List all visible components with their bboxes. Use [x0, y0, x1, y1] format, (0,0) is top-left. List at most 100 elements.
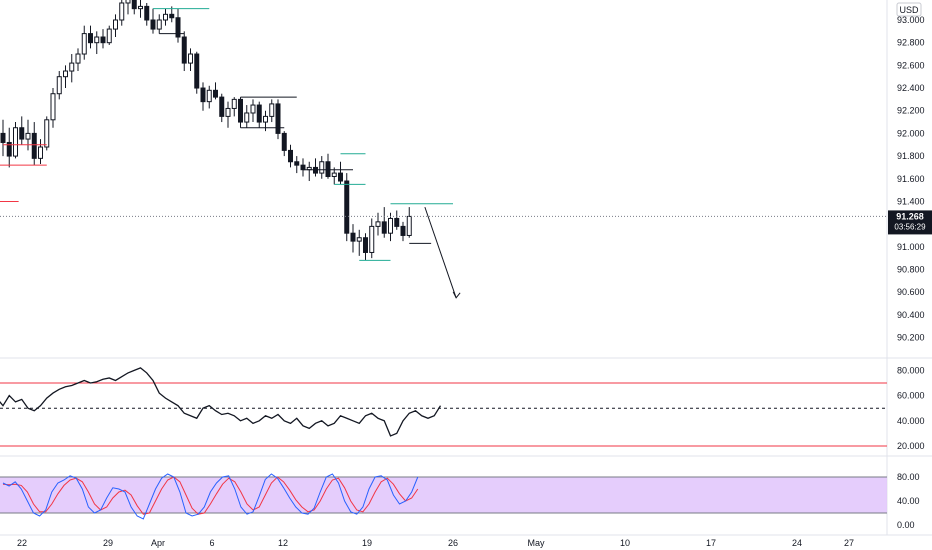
last-price-box	[888, 210, 932, 235]
candle-up	[125, 0, 131, 4]
time-tick-label: 22	[17, 538, 27, 548]
time-tick-label: 26	[448, 538, 458, 548]
candle-down	[275, 103, 281, 134]
candle-down	[338, 172, 343, 182]
candle-up	[119, 2, 125, 21]
candle-up	[188, 53, 193, 64]
candle-up	[163, 13, 168, 21]
candle-down	[281, 132, 287, 151]
annotations-layer[interactable]	[0, 8, 461, 299]
price-tick-label: 91.000	[897, 242, 925, 252]
candle-up	[56, 76, 62, 95]
price-tick-label: 90.200	[897, 333, 925, 343]
price-tick-label: 92.800	[897, 38, 925, 48]
down-arrow-shaft	[424, 206, 457, 298]
candle-up	[206, 89, 212, 103]
candle-down	[0, 132, 6, 143]
candle-up	[94, 36, 100, 44]
candle-up	[225, 107, 231, 117]
candle-down	[344, 180, 350, 234]
price-tick-label: 92.200	[897, 106, 925, 116]
candle-down	[363, 237, 368, 253]
time-tick-label: 17	[706, 538, 716, 548]
price-axis[interactable]: 93.000 92.800 92.600 92.400 92.200 92.000 91.8…	[897, 15, 925, 343]
stoch-tick-label: 40.00	[897, 496, 920, 506]
candle-down	[300, 164, 306, 171]
candle-down	[31, 132, 37, 159]
candle-down	[150, 19, 156, 30]
stoch-tick-label: 0.00	[897, 520, 915, 530]
candle-down	[256, 104, 262, 123]
price-tick-label: 90.600	[897, 287, 925, 297]
candle-up	[69, 62, 75, 72]
candle-up	[356, 237, 362, 242]
candle-up	[406, 215, 412, 236]
price-tick-label: 91.400	[897, 196, 925, 206]
time-axis[interactable]: 22 29 Apr 6 12 19 26 May 10 17 24 27	[17, 538, 854, 548]
candle-up	[269, 103, 275, 117]
price-tick-label: 92.000	[897, 128, 925, 138]
candle-up	[231, 98, 237, 109]
candle-down	[131, 0, 137, 10]
candle-down	[394, 217, 400, 227]
candle-down	[200, 87, 206, 103]
candle-down	[19, 127, 25, 140]
stoch-d-line	[2, 476, 419, 515]
candle-up	[44, 119, 50, 148]
time-tick-label: Apr	[151, 538, 165, 548]
currency-box[interactable]	[896, 2, 922, 17]
rsi-tick-label: 40.000	[897, 416, 925, 426]
rsi-pane	[0, 367, 887, 447]
candle-down	[288, 149, 293, 163]
candle-up	[331, 172, 337, 177]
candle-down	[325, 161, 331, 177]
candle-up	[369, 225, 375, 253]
candle-up	[50, 93, 56, 121]
price-tick-label: 90.800	[897, 264, 925, 274]
candle-up	[106, 28, 112, 44]
last-price-label: 91.268 03:56:29	[888, 210, 932, 235]
candle-up	[250, 104, 256, 114]
candle-up	[113, 19, 118, 30]
time-tick-label: 6	[209, 538, 214, 548]
price-tick-label: 91.600	[897, 174, 925, 184]
rsi-tick-label: 80.000	[897, 365, 925, 375]
candle-up	[63, 70, 68, 78]
candle-down	[219, 96, 225, 117]
rsi-tick-label: 20.000	[897, 441, 925, 451]
candle-up	[75, 53, 81, 64]
price-tick-label: 92.400	[897, 83, 925, 93]
candle-down	[169, 13, 175, 19]
candles-layer	[0, 0, 412, 261]
time-tick-label: 19	[362, 538, 372, 548]
candle-down	[100, 36, 106, 44]
candle-down	[350, 232, 356, 242]
candle-up	[388, 217, 393, 234]
stoch-axis: 80.00 40.00 0.00	[897, 472, 920, 530]
candle-up	[263, 115, 268, 123]
candle-down	[381, 221, 387, 234]
candle-up	[13, 127, 18, 157]
candle-up	[375, 221, 381, 227]
candle-down	[175, 17, 181, 38]
time-tick-label: 12	[278, 538, 288, 548]
last-price-countdown: 03:56:29	[894, 222, 926, 231]
stoch-pane	[0, 473, 887, 520]
rsi-tick-label: 60.000	[897, 391, 925, 401]
stoch-tick-label: 80.00	[897, 472, 920, 482]
price-tick-label: 91.800	[897, 151, 925, 161]
candle-down	[313, 166, 318, 174]
time-tick-label: May	[527, 538, 545, 548]
candle-up	[25, 132, 31, 140]
candle-up	[156, 19, 162, 30]
candle-down	[213, 89, 218, 98]
rsi-line	[0, 367, 442, 437]
currency-label: USD	[899, 5, 919, 15]
price-tick-label: 90.400	[897, 310, 925, 320]
candle-down	[181, 36, 187, 64]
candle-down	[88, 33, 93, 44]
time-tick-label: 10	[620, 538, 630, 548]
last-price-value: 91.268	[896, 211, 924, 221]
candle-down	[194, 53, 200, 89]
